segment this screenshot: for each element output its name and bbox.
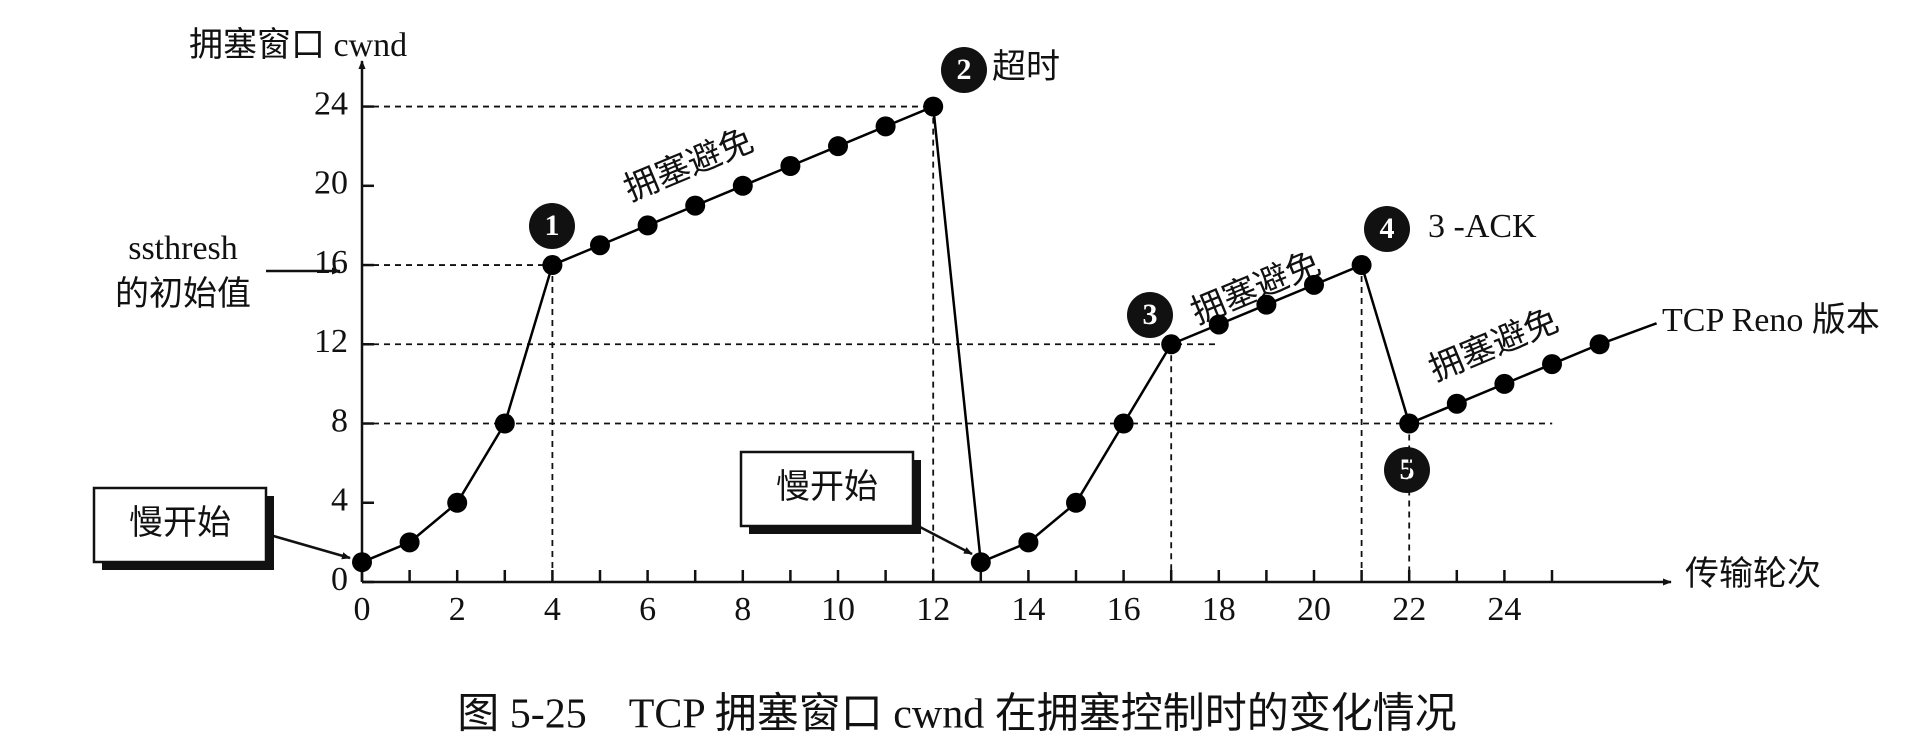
step-marker	[529, 203, 575, 249]
ssthresh-label: 的初始值	[115, 275, 251, 313]
step-number: 2	[957, 53, 972, 86]
data-point	[590, 235, 610, 256]
step-number: 3	[1143, 298, 1158, 331]
data-point	[1494, 373, 1515, 394]
annotation: 3 -ACK	[1428, 208, 1537, 245]
data-point	[399, 532, 420, 553]
data-point	[1542, 354, 1562, 375]
x-tick-label: 18	[1202, 591, 1236, 628]
step-marker	[1364, 206, 1410, 252]
data-point	[637, 215, 658, 236]
data-point	[1304, 274, 1324, 295]
x-tick-label: 24	[1487, 591, 1521, 628]
x-tick-label: 4	[544, 591, 561, 628]
label-leader	[1599, 322, 1658, 346]
step-marker	[1384, 447, 1430, 493]
annotation-arrow	[917, 524, 973, 556]
data-point	[828, 136, 848, 157]
x-tick-label: 8	[734, 591, 751, 628]
x-tick-label: 16	[1107, 591, 1141, 628]
box	[739, 450, 915, 528]
data-point	[780, 155, 801, 176]
step-marker	[1127, 292, 1173, 338]
x-tick-label: 2	[449, 591, 466, 628]
annotation: TCP Reno 版本	[1662, 301, 1880, 339]
annotation: 拥塞避免	[619, 121, 759, 208]
y-tick-label: 0	[331, 561, 348, 598]
y-tick-label: 24	[314, 85, 348, 122]
data-point	[875, 116, 896, 137]
y-tick-label: 16	[314, 244, 348, 281]
annotation: 拥塞避免	[1424, 301, 1564, 388]
data-point	[1018, 532, 1039, 553]
data-point	[352, 552, 372, 573]
annotation: 超时	[992, 49, 1060, 86]
x-tick-label: 22	[1392, 591, 1426, 628]
box	[92, 486, 268, 564]
ssthresh-label: ssthresh	[128, 230, 238, 267]
data-point	[685, 195, 706, 216]
y-tick-label: 8	[331, 402, 348, 439]
data-point	[1351, 255, 1372, 276]
step-marker	[941, 47, 987, 93]
series-line	[361, 104, 1601, 564]
data-point	[923, 96, 944, 117]
annotation: 慢开始	[129, 504, 231, 542]
x-tick-label: 12	[916, 591, 950, 628]
data-point	[732, 175, 753, 196]
data-point	[1399, 413, 1420, 434]
x-tick-label: 20	[1297, 591, 1331, 628]
data-point	[970, 552, 991, 573]
data-point	[1161, 334, 1182, 355]
data-point	[1066, 492, 1086, 513]
data-point	[1446, 393, 1467, 414]
x-tick-label: 14	[1011, 591, 1045, 628]
step-number: 5	[1400, 453, 1415, 486]
x-tick-label: 6	[639, 591, 656, 628]
data-point	[1256, 294, 1277, 315]
x-axis-label: 传输轮次	[1685, 555, 1821, 593]
data-point	[494, 413, 515, 434]
step-number: 4	[1380, 212, 1395, 245]
step-number: 1	[545, 209, 560, 242]
data-point	[1208, 314, 1229, 335]
y-tick-label: 12	[314, 323, 348, 360]
caption: 图 5-25 TCP 拥塞窗口 cwnd 在拥塞控制时的变化情况	[457, 691, 1456, 738]
y-tick-label: 4	[331, 482, 348, 519]
x-tick-label: 10	[821, 591, 855, 628]
y-axis-label: 拥塞窗口 cwnd	[189, 26, 407, 64]
data-point	[1113, 413, 1134, 434]
data-point	[542, 255, 563, 276]
y-tick-label: 20	[314, 165, 348, 202]
x-tick-label: 0	[354, 591, 371, 628]
data-point	[1589, 334, 1610, 355]
data-point	[447, 492, 468, 513]
annotation-arrow	[269, 533, 351, 560]
annotation: 慢开始	[776, 468, 878, 506]
